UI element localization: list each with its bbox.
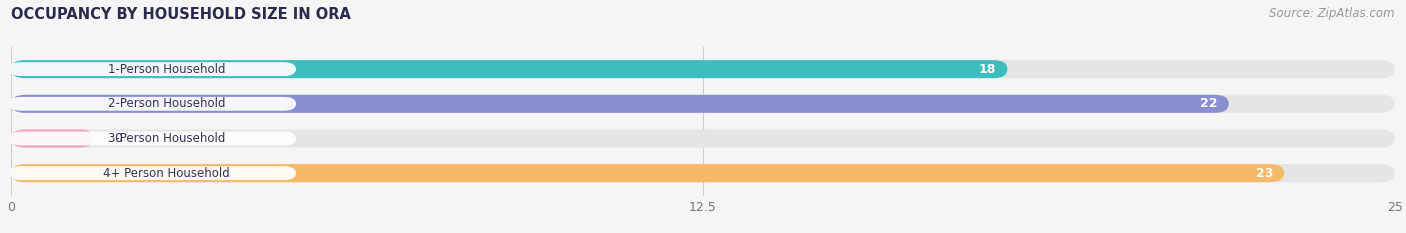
FancyBboxPatch shape [11,130,1395,147]
Text: 0: 0 [114,132,122,145]
FancyBboxPatch shape [11,130,94,147]
FancyBboxPatch shape [11,60,1007,78]
FancyBboxPatch shape [11,95,1395,113]
FancyBboxPatch shape [11,164,1284,182]
Text: 2-Person Household: 2-Person Household [108,97,225,110]
FancyBboxPatch shape [11,60,1395,78]
FancyBboxPatch shape [11,95,1229,113]
FancyBboxPatch shape [11,164,1395,182]
Text: 18: 18 [979,63,997,76]
Text: 23: 23 [1256,167,1272,180]
Text: Source: ZipAtlas.com: Source: ZipAtlas.com [1270,7,1395,20]
Text: 4+ Person Household: 4+ Person Household [103,167,231,180]
Text: 1-Person Household: 1-Person Household [108,63,225,76]
FancyBboxPatch shape [8,132,297,145]
Text: OCCUPANCY BY HOUSEHOLD SIZE IN ORA: OCCUPANCY BY HOUSEHOLD SIZE IN ORA [11,7,352,22]
FancyBboxPatch shape [8,62,297,76]
FancyBboxPatch shape [8,166,297,180]
Text: 22: 22 [1201,97,1218,110]
Text: 3-Person Household: 3-Person Household [108,132,225,145]
FancyBboxPatch shape [8,97,297,111]
